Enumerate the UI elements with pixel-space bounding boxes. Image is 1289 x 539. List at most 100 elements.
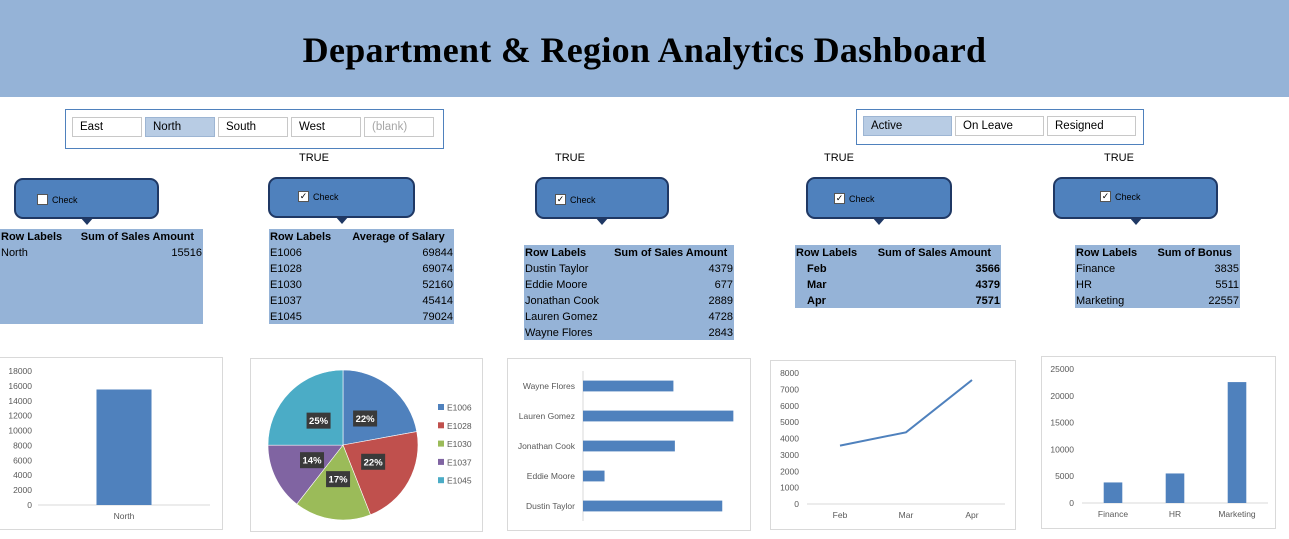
slicer-item-north[interactable]: North (145, 117, 215, 137)
pivot-row-label: Jonathan Cook (525, 295, 599, 307)
y-tick-label: 5000 (780, 417, 799, 427)
chart-region-sales: 0 2000 4000 6000 8000 10000 12000 14000 16000 180… (0, 357, 223, 530)
pie-slice (267, 444, 344, 505)
check-label: Check (849, 193, 875, 204)
pivot-row: E1028 69074 (269, 261, 454, 277)
check-label: Check (570, 194, 596, 205)
pivot-value: 22557 (1208, 295, 1239, 307)
region-sales-bar-chart: 0 2000 4000 6000 8000 10000 12000 14000 16000 180… (8, 366, 210, 521)
pivot-row: Feb 3566 (795, 261, 1001, 277)
y-tick-label: 20000 (1050, 391, 1074, 401)
y-tick-label: 8000 (13, 440, 32, 450)
y-tick-label: 15000 (1050, 418, 1074, 428)
y-tick-label: 18000 (8, 366, 32, 376)
bar (1103, 482, 1123, 503)
pivot-row-label: HR (1076, 279, 1092, 291)
region-slicer: East North South West (blank) (65, 109, 444, 149)
pivot-grid: Row Labels Sum of Bonus Finance 3835 HR 5511 M… (1075, 245, 1240, 309)
pivot-row-label: E1006 (270, 247, 302, 259)
pivot-value: 5511 (1215, 279, 1239, 291)
pivot-value: 4379 (708, 263, 733, 275)
check-control[interactable]: ✓ Check (834, 193, 875, 204)
pivot-value: 2843 (708, 327, 733, 339)
pivot-table-region-sales: Row Labels Sum of Sales Amount North 15516 (0, 229, 203, 324)
bar (583, 470, 605, 482)
pivot-grid: Row Labels Sum of Sales Amount North 15516 (0, 229, 203, 261)
check-control[interactable]: ✓ Check (555, 194, 596, 205)
y-tick-label: 12000 (8, 411, 32, 421)
pivot-header-row: Row Labels Sum of Sales Amount (0, 229, 203, 245)
check-label: Check (313, 191, 339, 202)
checkbox[interactable] (37, 194, 48, 205)
true-label: TRUE (1104, 152, 1134, 164)
pivot-row: Jonathan Cook 2889 (524, 293, 734, 309)
check-control[interactable]: Check (37, 194, 78, 205)
bonus-bar-chart: 0 5000 10000 15000 20000 25000 Finance HR Market… (1050, 364, 1268, 519)
x-tick-label: Feb (833, 510, 848, 520)
data-label: 22% (364, 457, 384, 468)
pivot-table-salary: Row Labels Average of Salary E1006 69844 E10… (269, 229, 454, 324)
data-label-bg (326, 471, 351, 488)
pivot-header-cell: Sum of Bonus (1157, 247, 1233, 259)
pivot-row-label: Wayne Flores (525, 327, 593, 339)
slicer-item-south[interactable]: South (218, 117, 288, 137)
data-label: 22% (356, 414, 376, 425)
pivot-table-employee-sales: Row Labels Sum of Sales Amount Dustin Tayl… (524, 245, 734, 340)
pivot-header-row: Row Labels Average of Salary (269, 229, 454, 245)
check-label: Check (52, 194, 78, 205)
legend-swatch (438, 404, 444, 410)
pivot-value: 4379 (975, 279, 1000, 291)
true-label: TRUE (824, 152, 854, 164)
bar (1227, 382, 1247, 503)
x-tick-label: Finance (1098, 509, 1129, 519)
y-tick-label: 2000 (13, 485, 32, 495)
slicer-item-blank[interactable]: (blank) (364, 117, 434, 137)
salary-pie-chart: 22% 22% 17% 14% 25% E1006 E1028 E1030 E1037 E1045 (267, 369, 472, 521)
pivot-value: 3835 (1214, 263, 1239, 275)
check-callout: ✓ Check (1053, 177, 1218, 225)
y-tick-label: Eddie Moore (527, 471, 575, 481)
slicer-item-resigned[interactable]: Resigned (1047, 116, 1136, 136)
check-control[interactable]: ✓ Check (298, 191, 339, 202)
pivot-row-label: Finance (1076, 263, 1116, 275)
pivot-value: 69844 (422, 247, 453, 259)
y-tick-label: 6000 (13, 455, 32, 465)
pivot-table-bonus: Row Labels Sum of Bonus Finance 3835 HR 5511 M… (1075, 245, 1240, 308)
pivot-row-label: North (1, 247, 28, 259)
checkbox[interactable]: ✓ (1100, 191, 1111, 202)
pivot-header-cell: Average of Salary (352, 231, 445, 243)
bar (583, 410, 734, 422)
chart-salary-pie: 22% 22% 17% 14% 25% E1006 E1028 E1030 E1037 E1045 (250, 358, 483, 532)
pivot-row: E1006 69844 (269, 245, 454, 261)
check-control[interactable]: ✓ Check (1100, 191, 1141, 202)
slicer-item-on-leave[interactable]: On Leave (955, 116, 1044, 136)
checkbox[interactable]: ✓ (555, 194, 566, 205)
slicer-item-west[interactable]: West (291, 117, 361, 137)
true-label: TRUE (555, 152, 585, 164)
status-slicer: Active On Leave Resigned (856, 109, 1144, 145)
y-tick-label: 10000 (8, 426, 32, 436)
legend-label: E1045 (447, 476, 472, 486)
y-tick-label: 0 (1069, 498, 1074, 508)
slicer-item-east[interactable]: East (72, 117, 142, 137)
legend-swatch (438, 440, 444, 447)
pivot-row: Mar 4379 (795, 277, 1001, 293)
y-tick-label: Dustin Taylor (526, 501, 575, 511)
y-tick-label: 6000 (780, 401, 799, 411)
data-label-bg (300, 452, 325, 469)
data-label-bg (361, 453, 386, 470)
x-tick-label: North (114, 511, 135, 521)
pivot-value: 7571 (975, 295, 1000, 307)
slicer-item-active[interactable]: Active (863, 116, 952, 136)
pivot-row-label: Lauren Gomez (525, 311, 598, 323)
pivot-value: 4728 (708, 311, 733, 323)
checkbox[interactable]: ✓ (298, 191, 309, 202)
checkbox[interactable]: ✓ (834, 193, 845, 204)
monthly-sales-line-chart: 0 1000 2000 3000 4000 5000 6000 7000 8000 Feb Mar A… (780, 368, 1005, 520)
y-tick-label: 16000 (8, 381, 32, 391)
pivot-row-label: Apr (807, 295, 826, 307)
legend-swatch (438, 422, 444, 429)
pivot-row: Marketing 22557 (1075, 293, 1240, 309)
data-label-bg (353, 410, 378, 427)
pivot-header-cell: Row Labels (1076, 247, 1138, 259)
